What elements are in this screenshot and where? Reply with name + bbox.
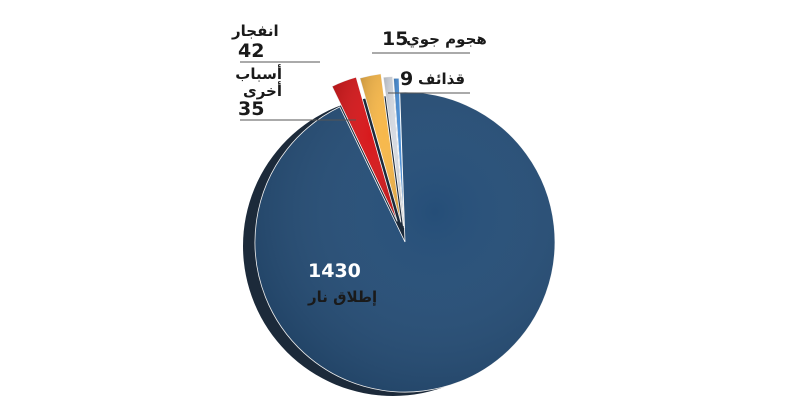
category-label: انفجار xyxy=(232,22,279,40)
value-label: 35 xyxy=(238,98,265,120)
value-label: 42 xyxy=(238,40,265,62)
value-label: 1430 xyxy=(308,260,361,282)
category-label: إطلاق نار xyxy=(308,288,378,306)
category-label: هجوم جوي xyxy=(406,30,487,48)
category-label: أسباب أخرى xyxy=(235,65,282,100)
pie-slice xyxy=(254,91,556,393)
value-label: 9 xyxy=(400,68,414,90)
value-label: 15 xyxy=(382,28,409,50)
category-label: قذائف xyxy=(418,70,466,88)
